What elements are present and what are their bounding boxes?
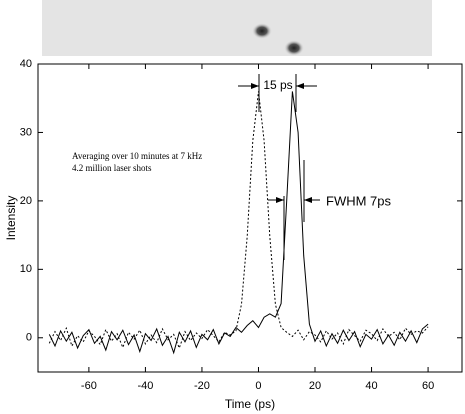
arrow bbox=[296, 83, 304, 89]
spot bbox=[252, 23, 272, 39]
arrow bbox=[251, 83, 259, 89]
spot bbox=[284, 40, 304, 56]
x-tick-label: -60 bbox=[81, 380, 97, 392]
annotation: 4.2 million laser shots bbox=[72, 163, 152, 173]
arrow bbox=[304, 197, 312, 203]
x-tick-label: 40 bbox=[365, 380, 377, 392]
annotation: 15 ps bbox=[263, 78, 292, 92]
y-tick-label: 40 bbox=[20, 58, 32, 70]
x-tick-label: -20 bbox=[194, 380, 210, 392]
y-tick-label: 30 bbox=[20, 126, 32, 138]
y-tick-label: 0 bbox=[26, 332, 32, 344]
annotation: Averaging over 10 minutes at 7 kHz bbox=[72, 151, 202, 161]
annotation: FWHM 7ps bbox=[326, 193, 392, 208]
detector-image bbox=[42, 0, 432, 56]
x-tick-label: 20 bbox=[309, 380, 321, 392]
arrow bbox=[276, 197, 284, 203]
y-axis-label: Intensity bbox=[4, 196, 18, 241]
y-tick-label: 10 bbox=[20, 263, 32, 275]
y-tick-label: 20 bbox=[20, 195, 32, 207]
plot-frame bbox=[37, 63, 463, 373]
x-tick-label: 60 bbox=[422, 380, 434, 392]
data-line bbox=[48, 91, 429, 355]
dimension-markers bbox=[238, 74, 320, 260]
data-line bbox=[48, 91, 429, 350]
x-tick-label: 0 bbox=[255, 380, 261, 392]
x-tick-label: -40 bbox=[137, 380, 153, 392]
x-axis-label: Time (ps) bbox=[225, 397, 275, 411]
